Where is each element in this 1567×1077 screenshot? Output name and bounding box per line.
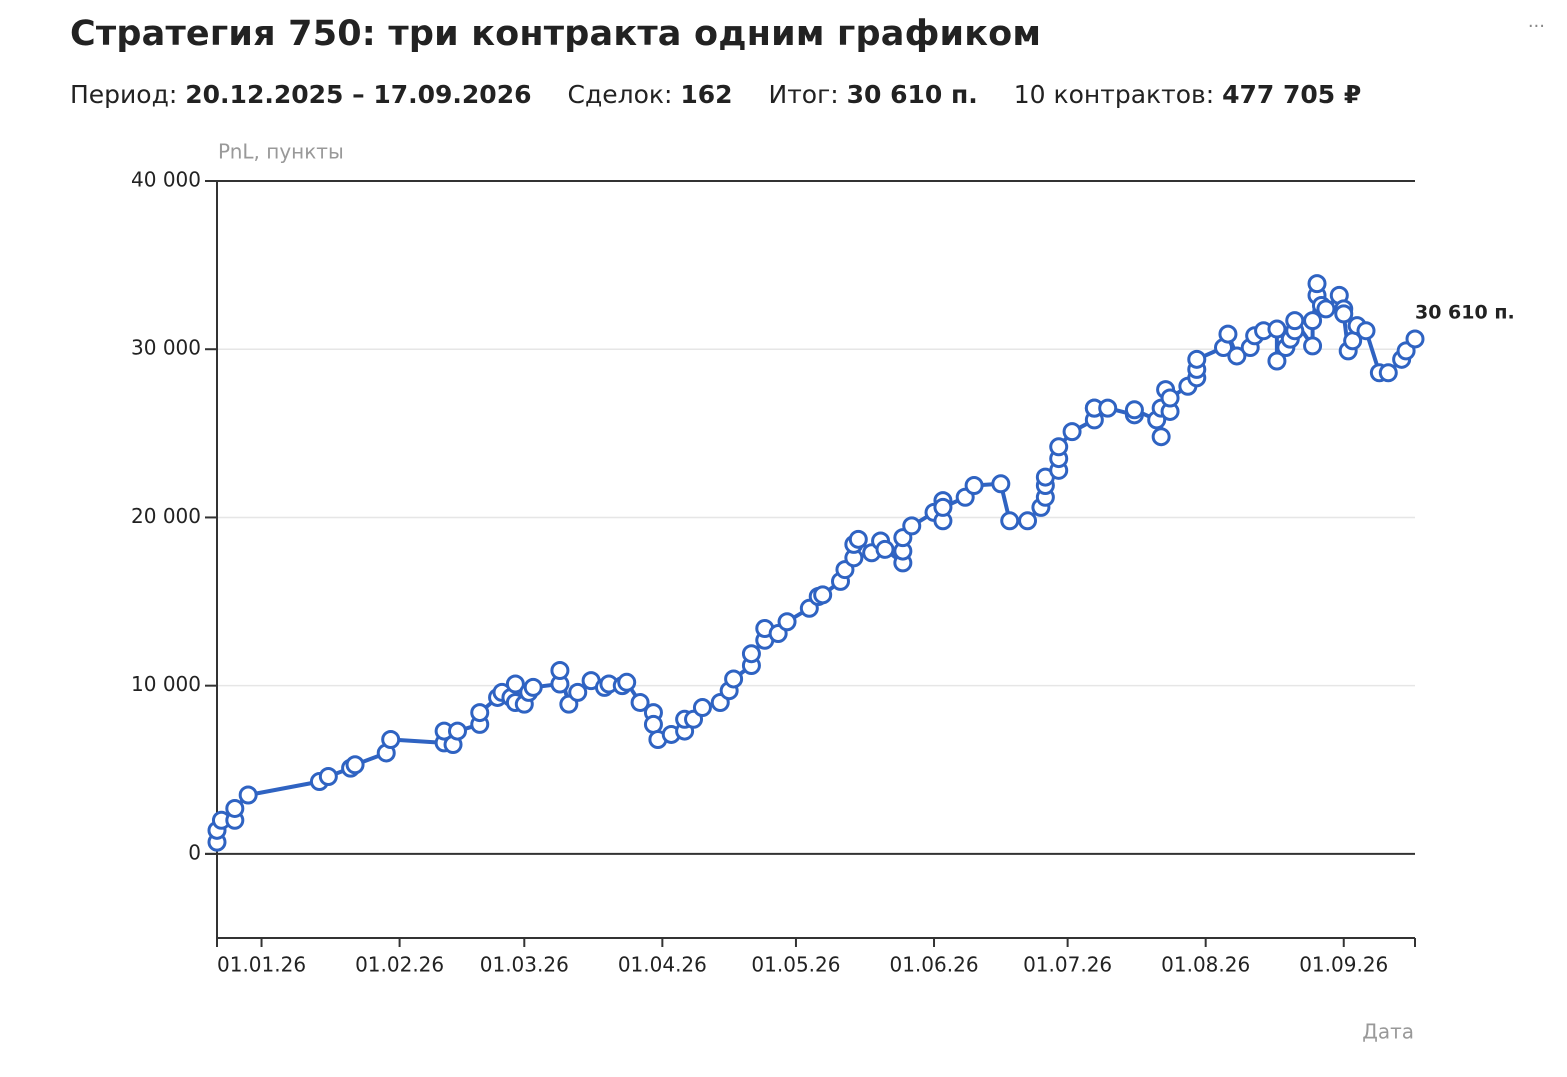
point (345, 755, 365, 775)
end-label: 30 610 п. (1415, 301, 1515, 323)
point (964, 475, 984, 495)
y-tick-label: 30 000 (131, 336, 201, 360)
point (1307, 274, 1327, 294)
x-tick-label: 01.05.26 (751, 953, 840, 977)
stat-label: 10 контрактов: (1013, 80, 1215, 109)
point (568, 682, 588, 702)
point (875, 539, 895, 559)
point (1218, 324, 1238, 344)
point (1316, 299, 1336, 319)
stat: Итог: 30 610 п. (769, 80, 978, 109)
point (225, 798, 245, 818)
x-axis-label: Дата (1362, 1020, 1414, 1044)
point (470, 703, 490, 723)
point (1405, 329, 1425, 349)
point (1000, 511, 1020, 531)
stat: Период: 20.12.2025 – 17.09.2026 (70, 80, 531, 109)
point (1303, 336, 1323, 356)
point (1160, 388, 1180, 408)
stat-label: Период: (70, 80, 178, 109)
point (813, 585, 833, 605)
point (1049, 437, 1069, 457)
point (630, 692, 650, 712)
line (215, 281, 1417, 843)
point (1062, 422, 1082, 442)
x-tick-label: 01.03.26 (480, 953, 569, 977)
stat-label: Сделок: (567, 80, 673, 109)
stat-value: 162 (680, 80, 733, 109)
point (777, 612, 797, 632)
stats: Период: 20.12.2025 – 17.09.2026 Сделок: 1… (70, 80, 1397, 109)
y-axis-label: PnL, пункты (218, 140, 344, 164)
stat-value: 477 705 ₽ (1222, 80, 1362, 109)
stat: 10 контрактов: 477 705 ₽ (1014, 80, 1362, 109)
point (692, 698, 712, 718)
x-tick-label: 01.02.26 (355, 953, 444, 977)
point (741, 644, 761, 664)
point (1151, 427, 1171, 447)
point (1187, 349, 1207, 369)
stat-value: 30 610 п. (846, 80, 978, 109)
point (724, 669, 744, 689)
title: Стратегия 750: три контракта одним графи… (70, 14, 1042, 54)
point (1285, 311, 1305, 331)
y-tick-label: 0 (188, 840, 201, 864)
point (318, 767, 338, 787)
x-tick-label: 01.04.26 (618, 953, 707, 977)
x-tick-label: 01.07.26 (1023, 953, 1112, 977)
x-tick-label: 01.08.26 (1161, 953, 1250, 977)
point (1334, 304, 1354, 324)
point (1227, 346, 1247, 366)
point (238, 785, 258, 805)
point (1018, 511, 1038, 531)
point (933, 497, 953, 517)
point (1098, 398, 1118, 418)
y-tick-label: 40 000 (131, 168, 201, 192)
x-tick-label: 01.09.26 (1299, 953, 1388, 977)
point (1303, 311, 1323, 331)
stat-value: 20.12.2025 – 17.09.2026 (185, 80, 532, 109)
point (848, 529, 868, 549)
y-tick-label: 20 000 (131, 504, 201, 528)
point (902, 516, 922, 536)
point (447, 721, 467, 741)
stat: Сделок: 162 (567, 80, 732, 109)
point (1356, 321, 1376, 341)
point (1124, 400, 1144, 420)
point (550, 661, 570, 681)
y-tick-label: 10 000 (131, 672, 201, 696)
point (381, 729, 401, 749)
point (505, 674, 525, 694)
x-tick-label: 01.01.26 (217, 953, 306, 977)
menu-button[interactable]: ··· (1527, 16, 1545, 37)
x-tick-label: 01.06.26 (889, 953, 978, 977)
point (523, 677, 543, 697)
point (1267, 351, 1287, 371)
point (643, 714, 663, 734)
point (1378, 363, 1398, 383)
stat-label: Итог: (768, 80, 839, 109)
point (991, 474, 1011, 494)
point (617, 672, 637, 692)
point (1267, 319, 1287, 339)
